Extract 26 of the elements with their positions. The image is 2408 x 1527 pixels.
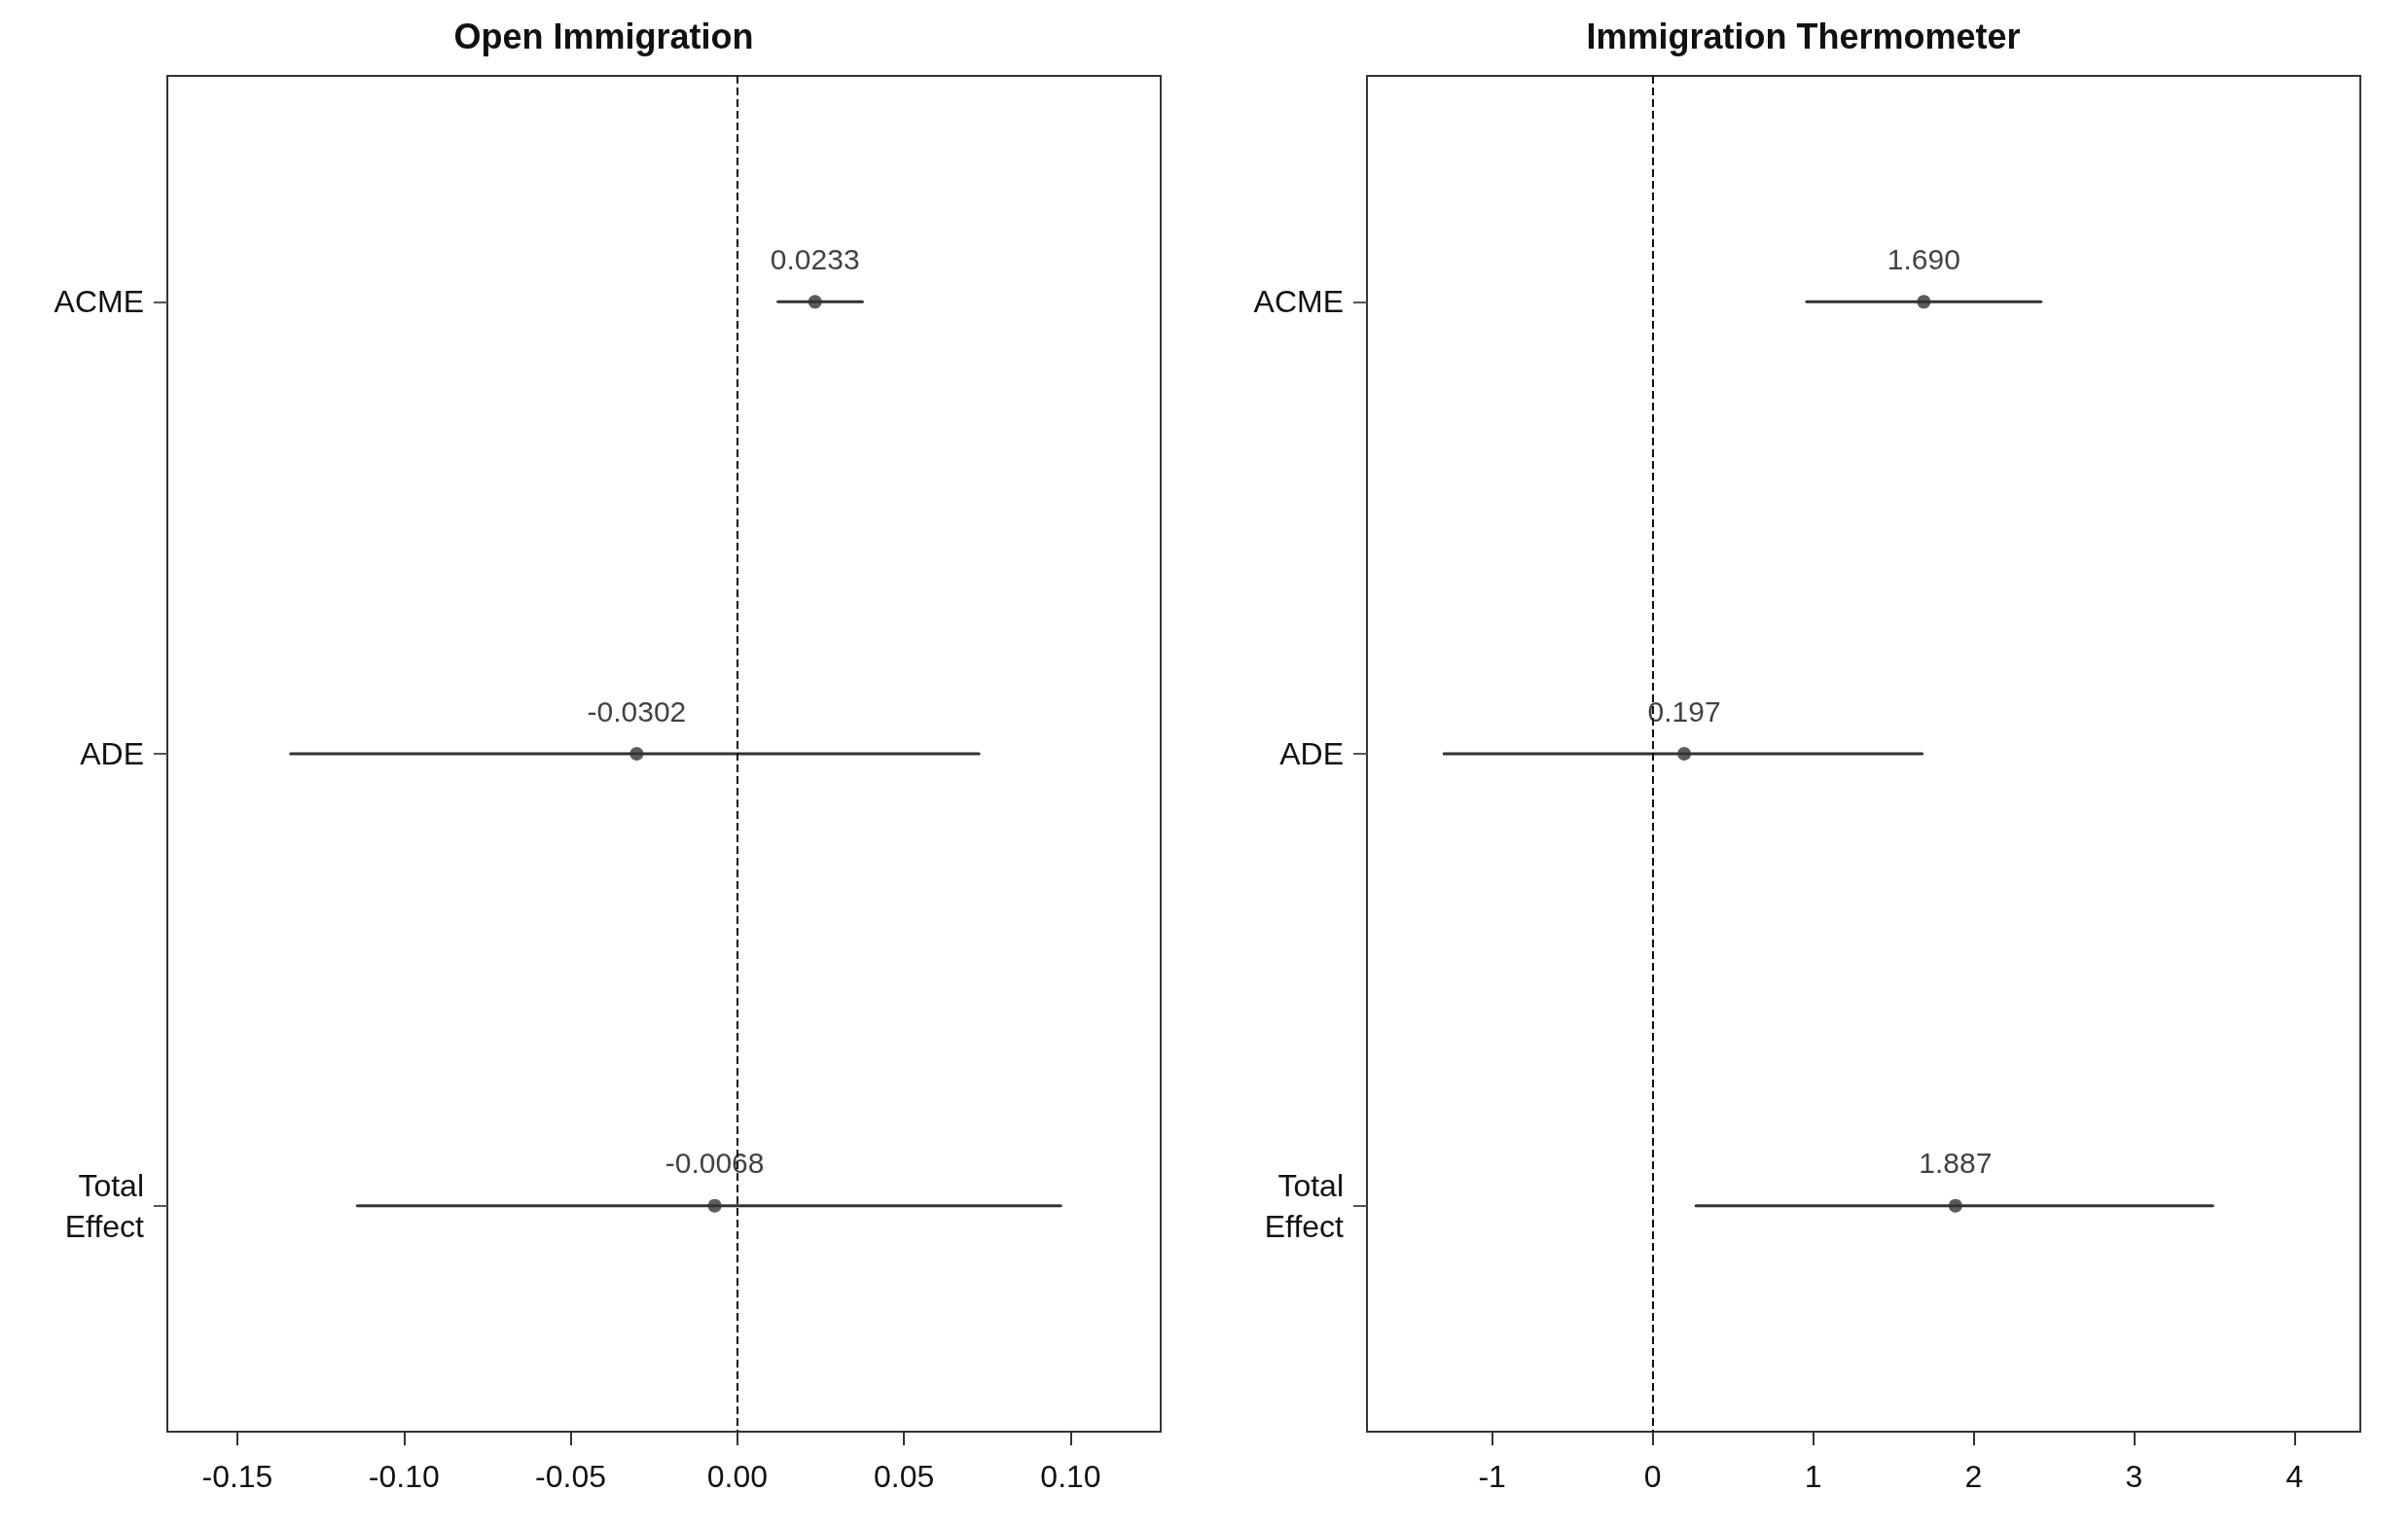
x-tick-label: 0.05 <box>874 1459 935 1494</box>
y-tick-label: Total Effect <box>1264 1167 1345 1244</box>
data-label: 0.197 <box>1647 694 1721 728</box>
y-tick-label: ADE <box>1279 736 1344 771</box>
chart-title: Immigration Thermometer <box>1586 16 2021 56</box>
data-label: 1.690 <box>1887 242 1960 275</box>
y-tick-label: Total Effect <box>64 1167 145 1244</box>
x-tick-label: 0 <box>1643 1459 1662 1494</box>
x-tick-label: -0.15 <box>201 1459 273 1494</box>
y-tick-label: ACME <box>1253 284 1344 320</box>
x-tick-label: 3 <box>2125 1459 2143 1494</box>
x-tick-label: 0.10 <box>1040 1459 1101 1494</box>
x-tick-label: 1 <box>1804 1459 1822 1494</box>
x-tick-label: -1 <box>1478 1459 1506 1494</box>
y-tick-label: ACME <box>54 284 144 320</box>
x-tick-label: -0.10 <box>368 1459 440 1494</box>
x-tick-label: 4 <box>2285 1459 2304 1494</box>
data-label: 1.887 <box>1919 1147 1993 1180</box>
y-tick-label: ADE <box>80 736 144 771</box>
data-label: -0.0302 <box>587 694 687 728</box>
chart-title: Open Immigration <box>453 16 754 56</box>
x-tick-label: 2 <box>1964 1459 1983 1494</box>
x-tick-label: -0.05 <box>535 1459 607 1494</box>
x-tick-label: 0.00 <box>706 1459 769 1494</box>
data-label: 0.0233 <box>770 242 860 275</box>
data-label: -0.0068 <box>665 1147 765 1180</box>
